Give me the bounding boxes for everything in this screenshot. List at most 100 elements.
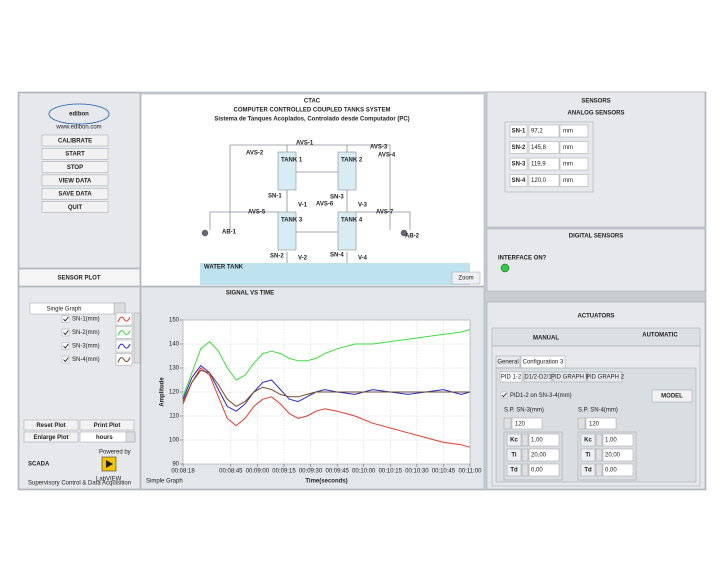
scada-subtitle: Supervisory Control & Data Acquisition <box>28 481 131 487</box>
zoom-button[interactable] <box>451 271 481 285</box>
param-input[interactable] <box>602 463 634 477</box>
plot-button-label[interactable]: Reset Plot <box>36 423 65 429</box>
sensor-name-box <box>509 174 528 187</box>
sub-tab-label[interactable]: General <box>497 360 518 366</box>
spin-button[interactable] <box>521 433 529 447</box>
spin-button[interactable] <box>577 417 586 430</box>
control-button[interactable] <box>41 187 109 200</box>
tank <box>277 211 297 251</box>
param-name-box <box>506 448 522 462</box>
control-button[interactable] <box>41 148 109 160</box>
spin-button[interactable] <box>521 463 529 477</box>
sensor-unit-box <box>559 124 589 138</box>
param-name-box <box>580 448 596 462</box>
pid-tab-label[interactable]: PID GRAPH 2 <box>586 375 625 381</box>
control-button-label[interactable]: START <box>65 152 85 158</box>
control-button-label[interactable]: SAVE DATA <box>58 192 92 198</box>
sensor-name: SN-2 <box>512 145 526 151</box>
mode-tab[interactable]: AUTOMATIC <box>642 333 678 339</box>
check-mark <box>63 316 69 322</box>
control-button-label[interactable]: CALIBRATE <box>58 138 92 144</box>
diagram-label: AVS-2 <box>246 151 264 157</box>
control-button[interactable] <box>41 201 109 213</box>
spin-button[interactable] <box>503 417 512 430</box>
zoom-label[interactable]: Zoom <box>458 276 473 282</box>
pid-tab[interactable] <box>523 371 553 383</box>
setpoint-input[interactable] <box>585 417 617 430</box>
control-button-label[interactable]: QUIT <box>68 205 83 211</box>
diagram-label: AVS-6 <box>316 202 334 208</box>
diagram-label: WATER TANK <box>204 265 244 271</box>
plot-button[interactable] <box>23 419 79 431</box>
pid-tab[interactable] <box>587 371 623 383</box>
y-tick-label: 120 <box>169 390 180 396</box>
x-tick-label: 00:10:30 <box>405 469 429 475</box>
param-input[interactable] <box>528 463 560 477</box>
mode-value: Single Graph <box>46 307 81 313</box>
control-button-label[interactable]: STOP <box>67 165 83 171</box>
model-label[interactable]: MODEL <box>661 394 683 400</box>
x-tick-label: 00:08:45 <box>219 469 243 475</box>
dropdown-arrow[interactable] <box>125 431 136 443</box>
pid-tab-label[interactable]: D1/2-D2/1 <box>524 375 552 381</box>
pid-enable-label: PID1-2 on SN-3-4(mm) <box>510 393 572 399</box>
scada-logo: SCADA <box>28 462 50 468</box>
diagram-label: AB-2 <box>405 234 420 240</box>
logo-url: www.edibon.com <box>55 125 101 131</box>
diagram-label: AVS-3 <box>370 145 388 151</box>
sensor-value: 120,0 <box>531 178 547 184</box>
param-name: Kc <box>584 438 592 444</box>
param-input[interactable] <box>528 433 560 447</box>
dropdown-arrow[interactable] <box>113 302 126 315</box>
check-mark <box>501 392 507 398</box>
series-line <box>182 367 471 448</box>
legend-checkbox[interactable] <box>61 355 70 364</box>
plot-button-label[interactable]: Print Plot <box>94 423 121 429</box>
pid-tab-label[interactable]: PID 1-2 <box>501 375 522 381</box>
graph-mode-label: Simple Graph <box>146 479 183 485</box>
param-group <box>577 431 637 481</box>
scrollbar[interactable] <box>133 312 141 364</box>
plot-button[interactable] <box>23 431 79 443</box>
legend-checkbox[interactable] <box>61 342 70 350</box>
param-name-box <box>506 463 522 477</box>
plot-button-label[interactable]: Enlarge Plot <box>33 435 68 441</box>
pid-checkbox[interactable] <box>500 391 508 399</box>
sensor-unit-box <box>559 141 589 154</box>
spin-button[interactable] <box>521 448 529 462</box>
tank <box>337 151 357 191</box>
param-input[interactable] <box>602 448 634 462</box>
mode-tab[interactable]: MANUAL <box>533 336 559 342</box>
pid-tab[interactable] <box>499 371 523 383</box>
actuators-title: ACTUATORS <box>577 314 614 320</box>
plot-button[interactable] <box>79 419 135 431</box>
legend-label: SN-1(mm) <box>72 317 100 323</box>
sub-tab-label[interactable]: Configuration 3 <box>523 360 564 366</box>
control-button[interactable] <box>41 161 109 173</box>
pid-tab-label[interactable]: PID GRAPH 1 <box>551 375 590 381</box>
pid-tab[interactable] <box>553 371 587 383</box>
x-tick-label: 00:10:00 <box>352 469 376 475</box>
spin-button[interactable] <box>595 463 603 477</box>
x-tick-label: 00:08:18 <box>171 469 195 475</box>
control-button[interactable] <box>41 134 109 147</box>
setpoint-input[interactable] <box>511 417 543 430</box>
model-button[interactable] <box>651 389 693 403</box>
legend-checkbox[interactable] <box>61 315 70 323</box>
labview-logo: LabVIEW <box>96 477 122 483</box>
sensor-value-box <box>528 174 560 187</box>
x-tick-label: 00:09:30 <box>299 469 323 475</box>
sensor-value-box <box>528 124 560 138</box>
control-button-label[interactable]: VIEW DATA <box>59 178 92 184</box>
diagram-subtitle: COMPUTER CONTROLLED COUPLED TANKS SYSTEM <box>234 108 391 114</box>
sensor-value-box <box>528 141 560 154</box>
spin-button[interactable] <box>595 433 603 447</box>
diagram-label: V-4 <box>358 256 368 262</box>
param-input[interactable] <box>602 433 634 447</box>
control-button[interactable] <box>41 174 109 187</box>
interface-led <box>500 263 510 273</box>
sensor-value: 119,9 <box>531 162 546 168</box>
param-input[interactable] <box>528 448 560 462</box>
spin-button[interactable] <box>595 448 603 462</box>
legend-checkbox[interactable] <box>61 328 70 337</box>
